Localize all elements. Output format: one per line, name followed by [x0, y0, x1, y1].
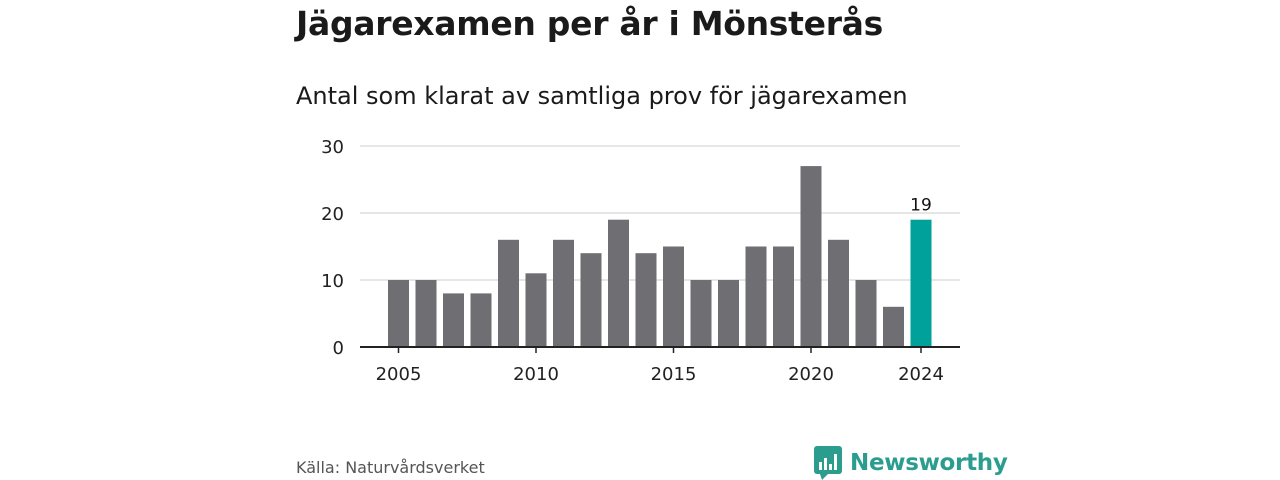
x-tick-label: 2015 — [651, 364, 697, 385]
brand-name: Newsworthy — [850, 450, 1008, 476]
bar — [718, 280, 739, 347]
bar — [635, 253, 657, 347]
bar — [745, 246, 767, 347]
bar — [580, 253, 602, 347]
bar — [525, 273, 547, 347]
bar — [773, 246, 794, 347]
bar — [800, 166, 822, 347]
data-label: 19 — [910, 196, 932, 216]
source-note: Källa: Naturvårdsverket — [296, 458, 485, 477]
chart-subtitle: Antal som klarat av samtliga prov för jä… — [296, 82, 908, 110]
y-tick-label: 10 — [321, 271, 344, 292]
x-tick-label: 2010 — [513, 364, 559, 385]
bar — [883, 306, 904, 347]
newsworthy-logo-icon — [814, 446, 842, 480]
bar — [663, 246, 684, 347]
y-tick-label: 30 — [321, 137, 344, 158]
bar — [470, 293, 492, 347]
y-tick-label: 20 — [321, 204, 344, 225]
bar — [553, 239, 574, 347]
x-tick-label: 2020 — [788, 364, 834, 385]
bar — [388, 280, 409, 347]
bar — [498, 239, 519, 347]
y-tick-label: 0 — [333, 338, 344, 359]
bar — [828, 239, 849, 347]
bar — [415, 280, 437, 347]
brand-logo: Newsworthy — [814, 446, 1008, 480]
x-tick-label: 2005 — [376, 364, 422, 385]
bar-chart: 0 10 20 30 19 2005 2010 2015 2020 2024 — [321, 137, 960, 385]
x-tick-label: 2024 — [898, 364, 944, 385]
bar — [910, 219, 932, 347]
bar — [608, 219, 629, 347]
bar — [443, 293, 464, 347]
chart-title: Jägarexamen per år i Mönsterås — [296, 4, 883, 43]
bar — [855, 280, 877, 347]
bar — [690, 280, 712, 347]
